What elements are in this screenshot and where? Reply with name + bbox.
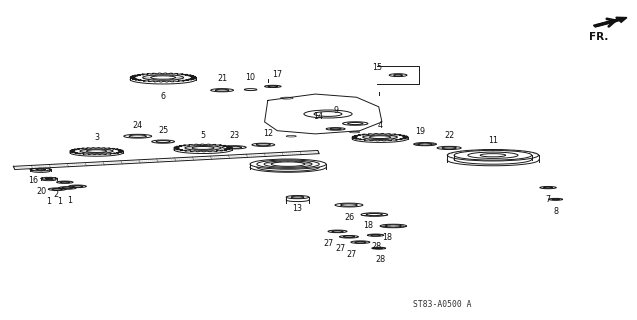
Text: 15: 15: [373, 63, 383, 72]
Text: FR.: FR.: [589, 32, 609, 42]
Text: 22: 22: [444, 131, 454, 140]
Text: 10: 10: [246, 73, 255, 82]
Text: 18: 18: [363, 221, 373, 230]
Text: ST83-A0500 A: ST83-A0500 A: [413, 300, 471, 309]
Text: 2: 2: [54, 190, 59, 199]
Text: 4: 4: [378, 121, 383, 130]
Text: 13: 13: [292, 204, 303, 213]
Text: 18: 18: [382, 233, 392, 242]
Text: 5: 5: [201, 131, 206, 140]
Text: 8: 8: [553, 207, 558, 216]
Text: 27: 27: [335, 244, 345, 253]
Text: 25: 25: [158, 126, 168, 135]
Text: 19: 19: [415, 127, 425, 136]
Text: 28: 28: [372, 242, 382, 251]
Text: 24: 24: [132, 121, 143, 130]
Text: 28: 28: [375, 255, 385, 264]
Text: 16: 16: [28, 176, 38, 185]
Text: 26: 26: [344, 213, 354, 222]
Text: 20: 20: [36, 187, 47, 196]
FancyArrow shape: [594, 17, 627, 27]
Text: 21: 21: [217, 74, 227, 83]
Text: 6: 6: [161, 92, 166, 101]
Text: 1: 1: [57, 197, 62, 206]
Text: 1: 1: [68, 196, 73, 205]
Text: 3: 3: [94, 133, 99, 142]
Text: 17: 17: [272, 70, 282, 79]
Text: 23: 23: [229, 131, 240, 140]
Text: 27: 27: [323, 239, 333, 248]
Text: 12: 12: [262, 129, 273, 138]
Text: 9: 9: [333, 106, 338, 115]
Text: 14: 14: [313, 112, 324, 121]
Text: 11: 11: [488, 136, 498, 145]
Text: 7: 7: [545, 195, 550, 204]
Text: 27: 27: [347, 250, 357, 259]
Text: 1: 1: [47, 197, 52, 206]
